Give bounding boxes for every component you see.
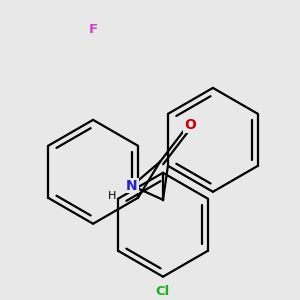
Text: F: F	[88, 23, 98, 37]
Text: N: N	[126, 179, 138, 193]
Text: Cl: Cl	[156, 285, 170, 298]
Text: H: H	[108, 191, 116, 201]
Text: O: O	[184, 118, 196, 132]
